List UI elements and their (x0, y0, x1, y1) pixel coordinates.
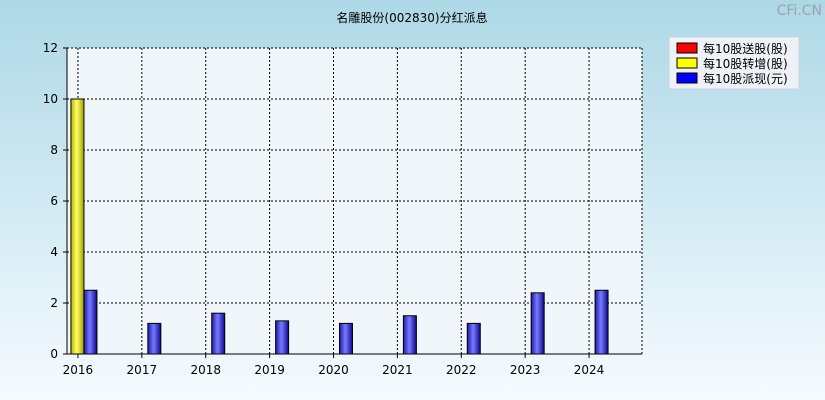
y-tick-label: 10 (43, 92, 58, 106)
x-tick-label: 2023 (510, 363, 541, 377)
bar-cash-2020 (339, 322, 353, 355)
bar-cash-2016 (83, 289, 98, 355)
legend-label: 每10股送股(股) (703, 41, 788, 56)
legend-label: 每10股转增(股) (703, 56, 788, 71)
plot-area: 0 2 4 6 8 10 12 2016 2017 2018 2019 2020 2021 2022 202… (43, 41, 643, 377)
plot-background (67, 48, 642, 354)
x-tick-label: 2024 (574, 363, 605, 377)
chart-title: 名雕股份(002830)分红派息 (336, 10, 487, 25)
legend-swatch (676, 72, 698, 84)
y-tick-label: 6 (50, 194, 58, 208)
legend-swatch (676, 57, 698, 69)
watermark: CFi.CN (777, 3, 822, 19)
bar-cash-2017 (147, 322, 162, 355)
bar-cash-2023 (530, 292, 545, 355)
x-tick-label: 2020 (318, 363, 349, 377)
y-tick-label: 8 (50, 143, 58, 157)
legend-swatch (676, 42, 698, 54)
bar-cash-2021 (402, 315, 417, 355)
x-tick-label: 2016 (63, 363, 94, 377)
x-tick-label: 2018 (190, 363, 221, 377)
y-tick-label: 2 (50, 296, 58, 310)
bar-conversion-2016 (70, 98, 85, 355)
bar-cash-2024 (594, 289, 609, 355)
x-tick-label: 2017 (127, 363, 158, 377)
y-tick-label: 12 (43, 41, 58, 55)
y-tick-label: 4 (50, 245, 58, 259)
bar-cash-2022 (466, 322, 481, 355)
x-tick-label: 2021 (382, 363, 413, 377)
x-tick-label: 2019 (254, 363, 285, 377)
legend-label: 每10股派现(元) (703, 71, 788, 86)
x-tick-label: 2022 (446, 363, 477, 377)
bar-cash-2019 (275, 320, 290, 355)
y-tick-label: 0 (50, 347, 58, 361)
legend: 每10股送股(股)每10股转增(股)每10股派现(元) (668, 36, 800, 90)
bar-cash-2018 (211, 312, 226, 355)
